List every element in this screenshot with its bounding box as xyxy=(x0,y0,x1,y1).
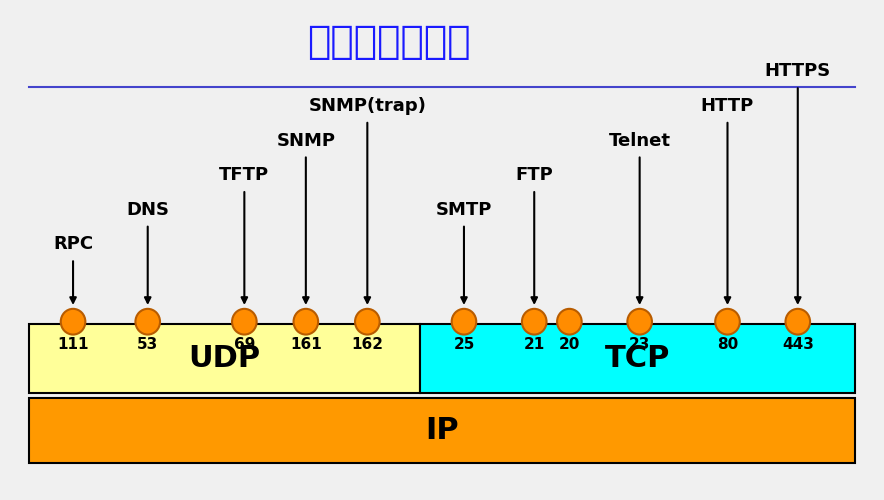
Text: DNS: DNS xyxy=(126,201,169,219)
Text: 20: 20 xyxy=(559,336,580,351)
Ellipse shape xyxy=(522,309,546,334)
Ellipse shape xyxy=(293,309,318,334)
Text: 443: 443 xyxy=(781,336,813,351)
Bar xyxy=(29,324,420,394)
Text: 25: 25 xyxy=(453,336,475,351)
Text: 111: 111 xyxy=(57,336,88,351)
Text: 常用的熟知端口: 常用的熟知端口 xyxy=(308,24,471,62)
Ellipse shape xyxy=(452,309,476,334)
Ellipse shape xyxy=(232,309,256,334)
Text: SNMP: SNMP xyxy=(277,132,335,150)
Text: 21: 21 xyxy=(523,336,545,351)
Text: IP: IP xyxy=(425,416,459,445)
Text: HTTPS: HTTPS xyxy=(765,62,831,80)
Text: UDP: UDP xyxy=(188,344,261,374)
Text: Telnet: Telnet xyxy=(609,132,671,150)
Text: 53: 53 xyxy=(137,336,158,351)
Bar xyxy=(29,398,855,462)
Ellipse shape xyxy=(355,309,379,334)
Ellipse shape xyxy=(557,309,582,334)
Bar xyxy=(420,324,855,394)
Ellipse shape xyxy=(786,309,810,334)
Text: 161: 161 xyxy=(290,336,322,351)
Ellipse shape xyxy=(628,309,652,334)
Text: 69: 69 xyxy=(233,336,255,351)
Text: SMTP: SMTP xyxy=(436,201,492,219)
Text: FTP: FTP xyxy=(515,166,553,184)
Text: 80: 80 xyxy=(717,336,738,351)
Text: 162: 162 xyxy=(351,336,384,351)
Ellipse shape xyxy=(715,309,740,334)
Text: HTTP: HTTP xyxy=(701,97,754,115)
Ellipse shape xyxy=(61,309,86,334)
Ellipse shape xyxy=(135,309,160,334)
Text: TCP: TCP xyxy=(605,344,670,374)
Text: TFTP: TFTP xyxy=(219,166,270,184)
Text: RPC: RPC xyxy=(53,236,93,254)
Text: 23: 23 xyxy=(629,336,651,351)
Text: SNMP(trap): SNMP(trap) xyxy=(309,97,426,115)
